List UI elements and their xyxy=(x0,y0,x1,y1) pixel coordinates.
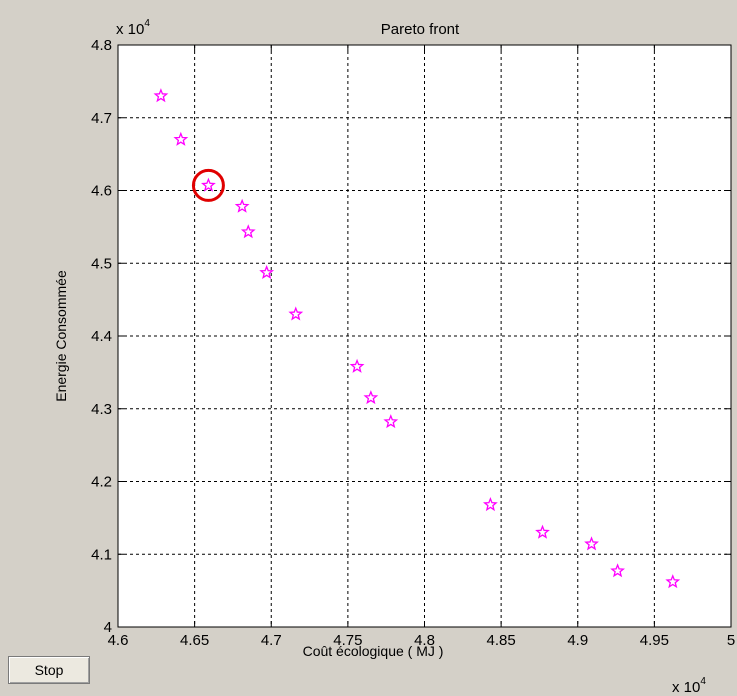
pareto-point xyxy=(482,497,498,512)
y-multiplier-exponent: 4 xyxy=(144,18,150,29)
x-multiplier-base: x 10 xyxy=(672,679,700,696)
pareto-point xyxy=(234,198,250,213)
stop-button[interactable]: Stop xyxy=(8,656,90,684)
y-axis-multiplier: x 104 xyxy=(116,18,150,38)
pareto-point xyxy=(240,224,256,239)
pareto-point xyxy=(201,177,216,192)
y-tick-label: 4.4 xyxy=(91,328,112,345)
x-tick-label: 4.75 xyxy=(333,632,362,649)
x-tick-label: 5 xyxy=(727,632,735,649)
chart-title: Pareto front xyxy=(381,21,460,38)
x-tick-label: 4.9 xyxy=(567,632,588,649)
x-axis-multiplier: x 104 xyxy=(672,676,706,696)
pareto-point xyxy=(383,414,399,429)
y-tick-label: 4.2 xyxy=(91,474,112,491)
x-axis-label: Coût écologique ( MJ ) xyxy=(303,643,444,659)
pareto-point xyxy=(584,536,599,551)
y-tick-label: 4.6 xyxy=(91,183,112,200)
x-tick-label: 4.7 xyxy=(261,632,282,649)
x-tick-label: 4.8 xyxy=(414,632,435,649)
grid-lines xyxy=(118,45,731,627)
y-multiplier-base: x 10 xyxy=(116,21,144,38)
pareto-point xyxy=(610,563,625,578)
pareto-point xyxy=(288,306,304,321)
y-tick-label: 4.8 xyxy=(91,37,112,54)
pareto-point xyxy=(349,358,365,373)
x-tick-label: 4.95 xyxy=(640,632,669,649)
data-points xyxy=(153,88,681,589)
x-multiplier-exponent: 4 xyxy=(700,676,706,687)
y-tick-label: 4.3 xyxy=(91,401,112,418)
axis-ticks: 4.6 4.65 4.7 4.75 4.8 4.85 4.9 4.95 5 4 4.1 4.2 4.3 4… xyxy=(91,37,735,649)
x-tick-label: 4.65 xyxy=(180,632,209,649)
pareto-point xyxy=(665,574,681,589)
x-tick-label: 4.85 xyxy=(487,632,516,649)
pareto-point xyxy=(363,390,379,405)
y-tick-label: 4.5 xyxy=(91,255,112,272)
x-tick-label: 4.6 xyxy=(108,632,129,649)
y-tick-label: 4.7 xyxy=(91,110,112,127)
pareto-point xyxy=(153,88,169,103)
pareto-point xyxy=(535,524,550,539)
y-tick-label: 4.1 xyxy=(91,546,112,563)
y-tick-label: 4 xyxy=(104,619,112,636)
highlight-circle xyxy=(191,168,225,202)
pareto-point xyxy=(173,131,189,146)
pareto-point xyxy=(259,264,275,279)
y-axis-label: Energie Consommée xyxy=(53,270,69,402)
